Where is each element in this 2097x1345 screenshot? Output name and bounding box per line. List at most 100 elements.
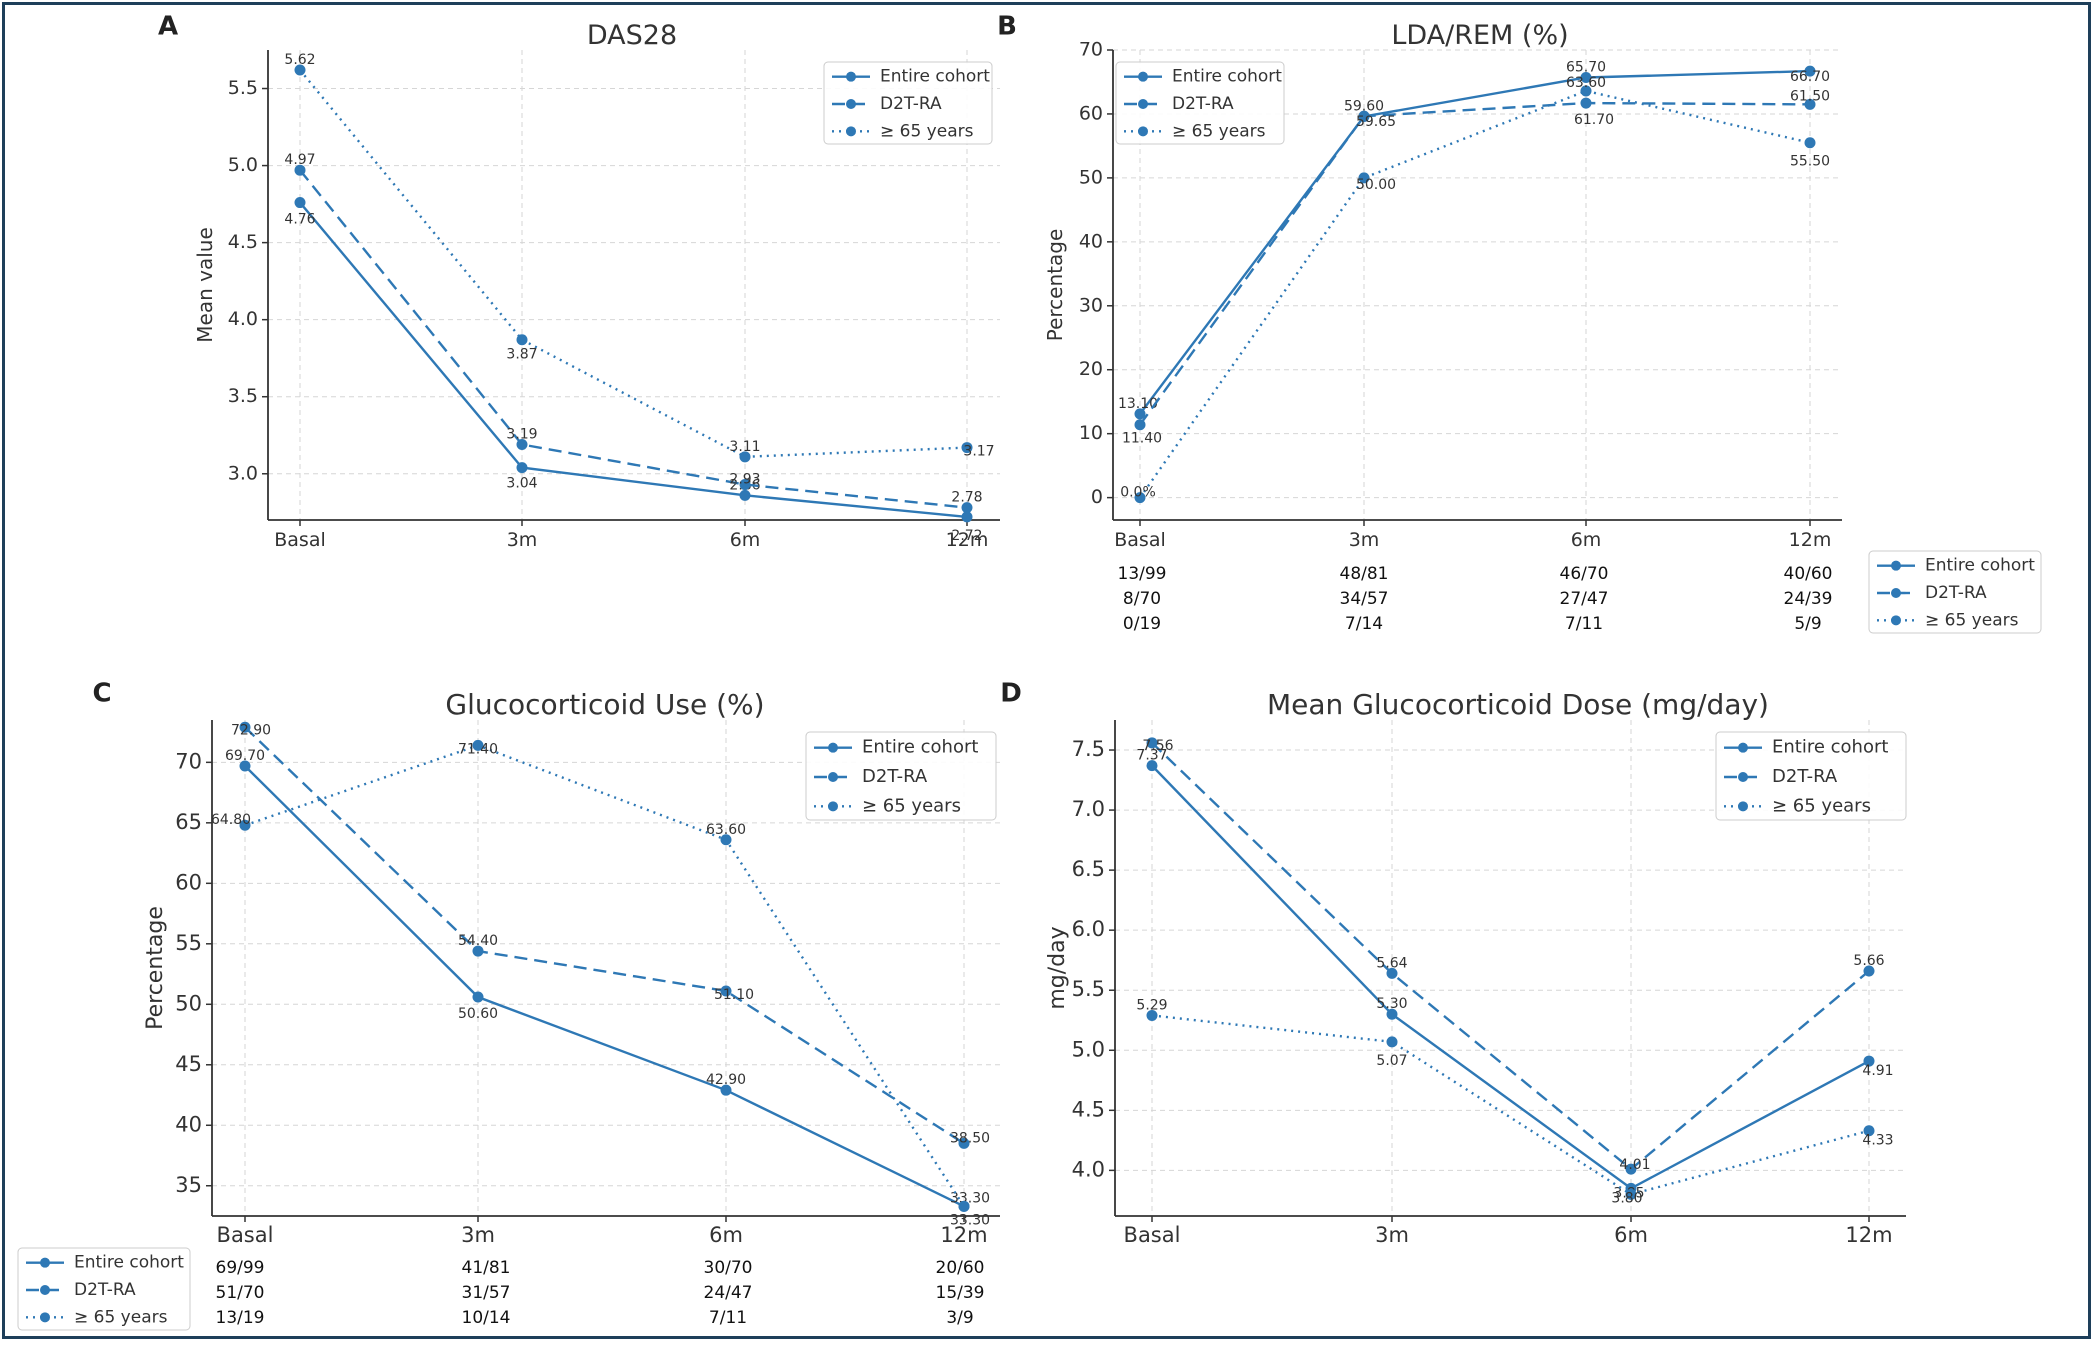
legend-label: Entire cohort [74, 1253, 184, 1273]
y-tick-label: 5.5 [228, 77, 258, 99]
legend-label: Entire cohort [1172, 67, 1282, 87]
count-label: 41/81 [462, 1258, 511, 1278]
data-point [1863, 1055, 1875, 1067]
series-line-solid [1139, 69, 1811, 415]
data-point [294, 64, 306, 76]
data-point [472, 739, 484, 751]
legend-marker [1738, 772, 1748, 782]
data-point [239, 760, 251, 772]
legend-label: D2T-RA [1772, 766, 1838, 787]
legend: Entire cohort D2T-RA ≥ 65 years [1715, 731, 1907, 821]
chart-title: Glucocorticoid Use (%) [445, 688, 764, 721]
data-point [1580, 71, 1592, 83]
y-tick-label: 3.5 [228, 385, 258, 407]
y-tick-label: 4.5 [228, 231, 258, 253]
legend-label: ≥ 65 years [1172, 121, 1266, 141]
data-point [1804, 65, 1816, 77]
y-tick-label: 3.0 [228, 462, 258, 484]
panel-letter: D [1000, 679, 1022, 709]
count-label: 15/39 [936, 1283, 985, 1303]
data-label: 42.90 [706, 1072, 746, 1088]
data-label: 3.17 [963, 444, 994, 460]
data-point [1580, 85, 1592, 97]
legend-counts: Entire cohort D2T-RA ≥ 65 years [17, 1247, 191, 1331]
data-label: 59.65 [1356, 114, 1396, 130]
count-label: 7/11 [709, 1308, 747, 1328]
data-point [1358, 172, 1370, 184]
data-label: 55.50 [1790, 154, 1830, 170]
chart-panel-b: B LDA/REM (%) 0 10 20 30 40 50 60 70 Basal 3m 6m 12m P… [997, 12, 2042, 634]
count-label: 30/70 [704, 1258, 753, 1278]
y-tick-label: 7.5 [1072, 737, 1105, 761]
data-point [720, 834, 732, 846]
data-point [958, 1137, 970, 1149]
data-point [239, 721, 251, 733]
panel-letter: B [997, 12, 1017, 42]
data-label: 65.70 [1566, 59, 1606, 75]
series-line-dashed [244, 726, 965, 1145]
data-point [1146, 760, 1158, 772]
y-tick-label: 40 [175, 1112, 202, 1136]
data-label: 61.50 [1790, 88, 1830, 104]
data-label: 5.29 [1136, 997, 1167, 1013]
count-label: 20/60 [936, 1258, 985, 1278]
data-label: 5.64 [1376, 955, 1407, 971]
data-point [1386, 1036, 1398, 1048]
data-label: 72.90 [231, 722, 271, 738]
x-tick-label: Basal [1124, 1223, 1181, 1247]
data-label: 5.30 [1376, 996, 1407, 1012]
legend-box [17, 1247, 191, 1331]
legend-marker [1738, 801, 1748, 812]
y-tick-label: 0 [1091, 486, 1103, 508]
legend: Entire cohort D2T-RA ≥ 65 years [1115, 61, 1285, 145]
chart-panel-d: D Mean Glucocorticoid Dose (mg/day) 4.0 4.5… [1000, 679, 1907, 1247]
data-point [739, 451, 751, 463]
y-tick-label: 7.0 [1072, 797, 1105, 821]
legend-label: D2T-RA [1925, 583, 1987, 603]
data-label: 3.19 [506, 426, 537, 442]
data-label: 0.0% [1120, 485, 1156, 501]
data-point [961, 442, 973, 454]
data-label: 11.40 [1122, 431, 1162, 447]
count-label: 5/9 [1794, 614, 1821, 634]
data-label: 63.60 [706, 822, 746, 838]
data-label: 66.70 [1790, 69, 1830, 85]
data-label: 4.91 [1862, 1063, 1893, 1079]
legend-label: Entire cohort [880, 67, 990, 87]
legend-marker [828, 801, 838, 812]
data-point [1863, 965, 1875, 977]
legend-marker [1891, 560, 1901, 571]
series-line-dotted [1151, 1014, 1870, 1196]
count-label: 10/14 [462, 1308, 511, 1328]
data-label: 61.70 [1574, 112, 1614, 128]
data-label: 4.33 [1862, 1133, 1893, 1149]
data-label: 5.07 [1376, 1053, 1407, 1069]
data-label: 4.01 [1619, 1157, 1650, 1173]
data-point [1358, 110, 1370, 122]
data-point [1146, 737, 1158, 749]
count-label: 13/19 [216, 1308, 265, 1328]
data-label: 2.72 [951, 528, 982, 544]
series-line-dotted [244, 744, 966, 1207]
legend-marker [40, 1285, 50, 1295]
legend-marker [1891, 615, 1901, 626]
count-label: 3/9 [946, 1308, 973, 1328]
data-point [1386, 1008, 1398, 1020]
data-label: 3.11 [729, 439, 760, 455]
legend-marker [1738, 742, 1748, 753]
legend-marker [1138, 71, 1148, 82]
count-label: 46/70 [1560, 564, 1609, 584]
data-label: 50.60 [458, 1006, 498, 1022]
legend-label: ≥ 65 years [74, 1307, 168, 1327]
y-axis-label: Mean value [193, 227, 217, 342]
data-label: 33.30 [950, 1190, 990, 1206]
y-tick-label: 70 [1079, 39, 1103, 61]
x-tick-label: Basal [1114, 529, 1166, 551]
data-label: 64.80 [211, 812, 251, 828]
data-label: 69.70 [225, 748, 265, 764]
y-axis-label: mg/day [1045, 926, 1070, 1009]
y-tick-label: 6.0 [1072, 917, 1105, 941]
y-tick-label: 4.0 [1072, 1157, 1105, 1181]
data-point [516, 334, 528, 346]
